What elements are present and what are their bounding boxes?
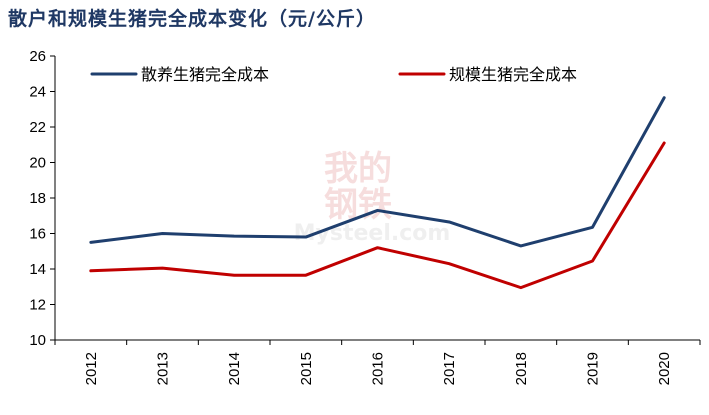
x-tick-label: 2012 [83, 352, 100, 385]
x-tick-label: 2013 [155, 352, 172, 385]
series-lines [89, 96, 666, 290]
x-tick-label: 2017 [441, 352, 458, 385]
y-tick-label: 12 [29, 297, 46, 314]
y-tick-label: 24 [29, 84, 46, 101]
legend: 散养生猪完全成本 规模生猪完全成本 [90, 65, 577, 84]
y-tick-label: 16 [29, 226, 46, 243]
legend-label-1: 散养生猪完全成本 [141, 65, 269, 84]
y-tick-label: 18 [29, 190, 46, 207]
y-tick-label: 14 [29, 261, 46, 278]
chart-title: 散户和规模生猪完全成本变化（元/公斤） [8, 8, 376, 30]
x-tick-label: 2018 [513, 352, 530, 385]
legend-label-2: 规模生猪完全成本 [449, 65, 577, 84]
watermark-line3: Mysteel.com [294, 221, 451, 246]
x-tick-label: 2020 [656, 352, 673, 385]
series-line-1 [89, 96, 666, 248]
x-tick-label: 2015 [298, 352, 315, 385]
watermark-line1: 我的 [324, 149, 392, 189]
y-tick-label: 22 [29, 119, 46, 136]
y-tick-label: 20 [29, 155, 46, 172]
y-tick-label: 26 [29, 48, 46, 65]
series-line-2 [89, 141, 666, 290]
x-tick-label: 2014 [226, 352, 243, 385]
x-tick-label: 2016 [370, 352, 387, 385]
axes: 10 12 14 16 18 20 22 24 26 2012 2013 2014 2015 2016 20… [29, 48, 701, 385]
x-tick-label: 2019 [585, 352, 602, 385]
y-tick-label: 10 [29, 332, 46, 349]
watermark: 我的 钢铁 Mysteel.com [294, 149, 451, 246]
